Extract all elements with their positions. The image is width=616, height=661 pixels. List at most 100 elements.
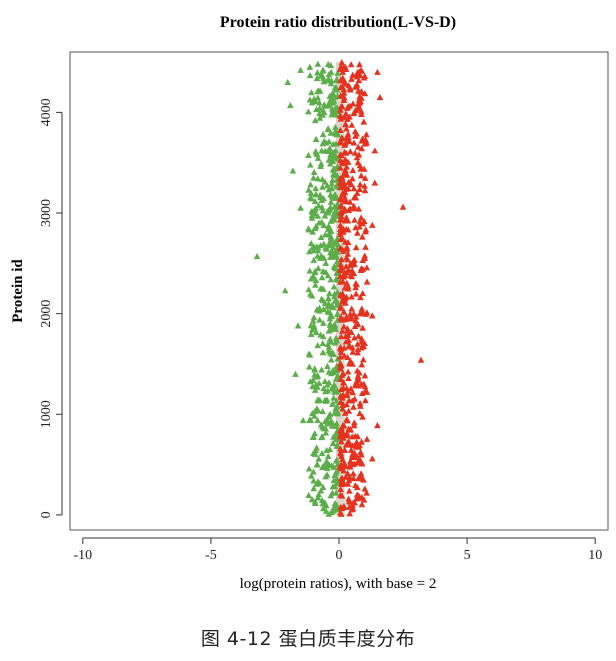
up-point — [336, 359, 344, 367]
down-point — [324, 387, 332, 394]
up-point — [340, 89, 348, 96]
up-point — [363, 139, 371, 146]
down-point — [314, 494, 322, 501]
up-point — [357, 294, 364, 301]
down-point — [321, 212, 329, 219]
up-point — [337, 209, 345, 216]
down-point — [321, 418, 329, 425]
down-point — [309, 208, 317, 215]
up-point — [357, 172, 365, 179]
down-point — [314, 264, 322, 271]
down-point — [315, 379, 323, 386]
down-point — [297, 204, 304, 211]
down-point — [253, 252, 261, 260]
down-point — [318, 434, 325, 441]
down-point — [333, 403, 341, 410]
down-point — [307, 189, 315, 196]
down-point — [319, 131, 327, 138]
up-point — [347, 463, 354, 470]
up-point — [338, 492, 346, 499]
up-point — [347, 86, 354, 93]
down-point — [330, 381, 338, 388]
down-point — [318, 449, 326, 457]
up-point — [348, 328, 355, 335]
down-point — [322, 429, 330, 436]
up-point — [360, 356, 367, 363]
up-point — [337, 216, 344, 223]
up-point — [346, 198, 354, 205]
up-point — [349, 175, 356, 182]
down-point — [327, 356, 335, 363]
up-point — [338, 59, 346, 66]
up-point — [358, 108, 365, 115]
down-point — [307, 330, 315, 338]
down-point — [328, 247, 335, 255]
down-point — [310, 468, 317, 475]
up-point — [354, 143, 362, 150]
up-point — [369, 455, 376, 462]
down-point — [324, 362, 331, 369]
up-point — [337, 430, 345, 437]
down-point — [321, 178, 329, 185]
up-point — [338, 371, 346, 378]
up-point — [337, 485, 344, 493]
up-point — [346, 341, 353, 348]
up-point — [371, 179, 379, 186]
up-point — [361, 372, 369, 379]
down-point — [310, 485, 318, 492]
up-point — [353, 189, 361, 196]
up-point — [337, 77, 344, 84]
up-point — [344, 368, 352, 375]
up-point — [374, 422, 381, 429]
up-point — [341, 459, 348, 466]
down-point — [306, 363, 313, 370]
up-point — [340, 308, 348, 315]
down-point — [324, 272, 332, 279]
down-point — [311, 407, 319, 415]
up-point — [342, 120, 349, 127]
down-point — [320, 78, 328, 85]
down-point — [327, 276, 335, 283]
up-point — [343, 163, 350, 170]
down-point — [289, 167, 297, 174]
x-tick-label: 10 — [588, 548, 602, 563]
down-point — [332, 147, 339, 154]
up-point — [337, 445, 344, 452]
down-point — [320, 67, 327, 74]
down-point — [333, 442, 341, 450]
down-point — [305, 186, 312, 193]
up-point — [355, 76, 363, 84]
down-point — [319, 408, 326, 415]
up-point — [360, 74, 368, 81]
up-point — [361, 252, 369, 259]
up-point — [352, 439, 360, 447]
up-point — [359, 413, 366, 420]
down-point — [334, 310, 341, 318]
down-point — [331, 203, 338, 210]
up-point — [357, 214, 365, 221]
up-point — [338, 265, 346, 272]
up-point — [339, 400, 347, 408]
down-point — [325, 230, 332, 237]
up-point — [337, 221, 344, 229]
down-point — [308, 211, 316, 219]
down-point — [325, 327, 333, 334]
down-point — [330, 153, 337, 160]
up-point — [354, 346, 362, 353]
up-point — [339, 405, 347, 412]
up-point — [356, 409, 364, 417]
down-point — [307, 472, 315, 479]
up-point — [348, 293, 355, 300]
up-point — [355, 456, 363, 464]
up-point — [346, 138, 353, 145]
up-point — [337, 137, 344, 144]
up-point — [358, 137, 366, 144]
down-point — [311, 366, 319, 373]
up-point — [357, 470, 365, 477]
up-point — [336, 111, 344, 118]
down-point — [309, 317, 317, 324]
up-point — [337, 202, 345, 209]
down-point — [325, 138, 333, 145]
up-point — [338, 478, 346, 485]
down-point — [321, 377, 329, 385]
